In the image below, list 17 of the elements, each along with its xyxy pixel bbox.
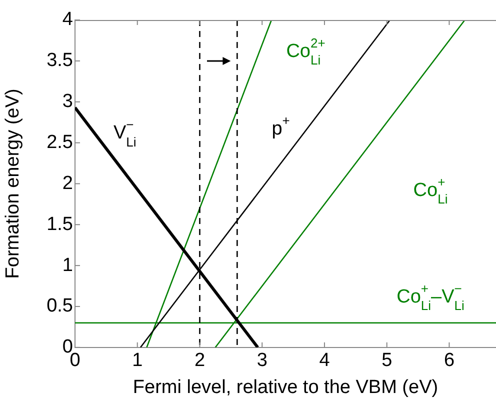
x-tick-label: 6 [444, 350, 455, 372]
x-tick-label: 1 [132, 350, 143, 372]
y-tick-label: 1.5 [46, 214, 73, 235]
x-tick-label: 3 [256, 350, 268, 372]
x-tick-label: 2 [194, 350, 206, 372]
y-tick-label: 2 [62, 172, 73, 194]
y-tick-label: 0.5 [46, 296, 73, 317]
y-tick-label: 3.5 [46, 50, 73, 72]
x-axis-title: Fermi level, relative to the VBM (eV) [132, 376, 438, 398]
x-tick-label: 4 [319, 350, 330, 372]
series-label: p+ [272, 113, 290, 140]
y-tick-label: 3 [62, 91, 73, 112]
y-tick-label: 1 [62, 254, 73, 276]
y-tick-label: 4 [62, 9, 74, 30]
y-axis-title: Formation energy (eV) [2, 88, 24, 279]
y-tick-label: 2.5 [46, 132, 73, 154]
x-tick-label: 5 [382, 350, 392, 372]
